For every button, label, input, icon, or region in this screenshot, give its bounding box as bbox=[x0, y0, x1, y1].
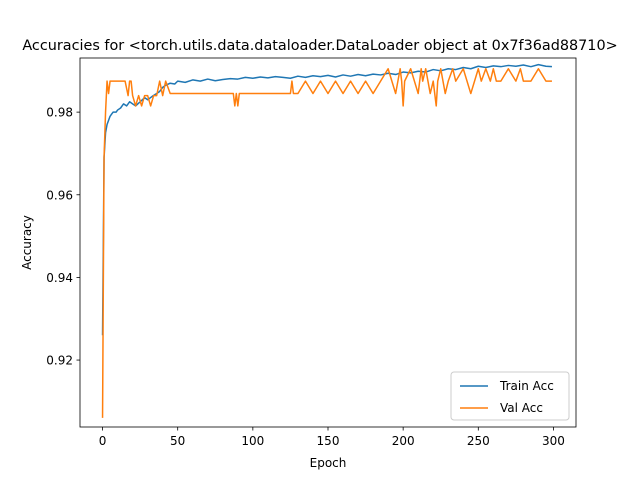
y-tick-label: 0.96 bbox=[46, 188, 73, 202]
legend-label-train-acc: Train Acc bbox=[499, 379, 554, 393]
y-tick-label: 0.94 bbox=[46, 271, 73, 285]
series-line-train-acc bbox=[101, 63, 553, 336]
y-axis-ticks: 0.92 0.94 0.96 0.98 bbox=[46, 106, 80, 368]
legend: Train Acc Val Acc bbox=[450, 371, 570, 421]
x-tick-label: 200 bbox=[392, 434, 415, 448]
legend-label-val-acc: Val Acc bbox=[500, 401, 543, 415]
axes-frame bbox=[79, 57, 577, 428]
x-tick-label: 300 bbox=[542, 434, 565, 448]
x-tick-label: 100 bbox=[241, 434, 264, 448]
x-tick-label: 0 bbox=[99, 434, 107, 448]
x-tick-label: 250 bbox=[467, 434, 490, 448]
x-tick-label: 50 bbox=[170, 434, 185, 448]
plot-area bbox=[80, 58, 576, 427]
chart-title: Accuracies for <torch.utils.data.dataloa… bbox=[22, 38, 617, 54]
y-tick-label: 0.98 bbox=[46, 106, 73, 120]
x-axis-label: Epoch bbox=[310, 456, 347, 470]
x-axis-ticks: 0 50 100 150 200 250 300 bbox=[99, 427, 565, 448]
x-tick-label: 150 bbox=[317, 434, 340, 448]
series-lines bbox=[101, 63, 553, 418]
y-tick-label: 0.92 bbox=[46, 354, 73, 368]
series-line-val-acc bbox=[101, 67, 552, 418]
y-axis-label: Accuracy bbox=[20, 215, 34, 270]
